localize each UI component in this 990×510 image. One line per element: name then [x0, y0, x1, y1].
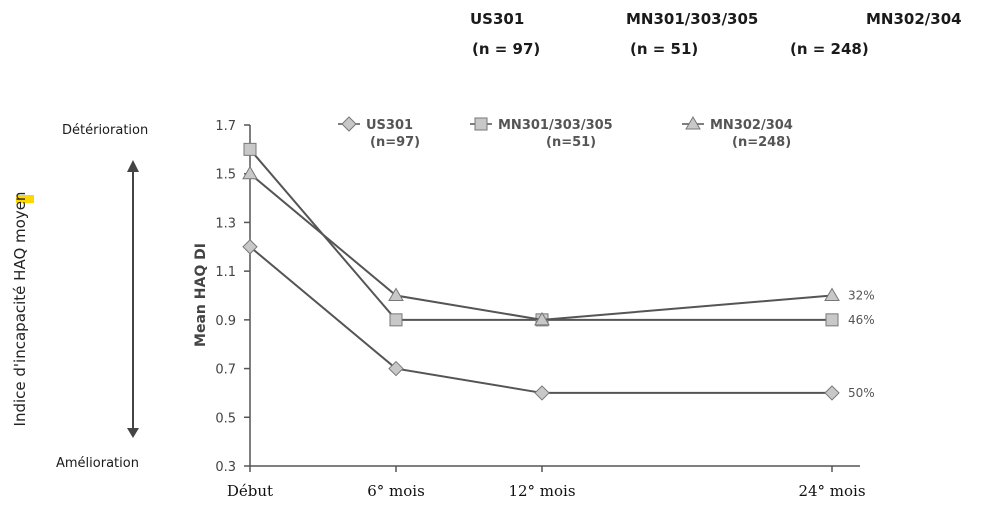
legend-series-n: (n=248): [732, 135, 791, 150]
y-tick-label: 0.5: [215, 411, 236, 426]
y-tick-label: 1.5: [215, 168, 236, 183]
y-tick-label: 0.9: [215, 314, 236, 329]
header-group-3-n: (n = 248): [790, 40, 869, 58]
data-point-square: [825, 313, 839, 327]
x-tick-label: 6° mois: [367, 482, 425, 500]
data-point-triangle: [534, 311, 550, 326]
legend-marker-diamond: [341, 116, 357, 132]
x-tick-label: 12° mois: [508, 482, 575, 500]
improvement-label: Amélioration: [56, 456, 139, 471]
end-percent-label: 32%: [848, 289, 875, 303]
header-group-1-n: (n = 97): [472, 40, 541, 58]
data-point-diamond: [534, 385, 550, 401]
data-point-square: [389, 313, 403, 327]
x-tick-label: Début: [227, 482, 273, 500]
data-point-diamond: [242, 239, 258, 255]
header-group-3-name: MN302/304: [866, 10, 962, 28]
data-point-diamond: [388, 360, 404, 377]
header-group-2-n: (n = 51): [630, 40, 699, 58]
series-line-triangle: [249, 172, 833, 321]
end-percent-label: 46%: [848, 313, 875, 327]
series-line-diamond: [249, 246, 832, 394]
header-group-1-name: US301: [470, 10, 525, 28]
header-group-2-name: MN301/303/305: [626, 10, 759, 28]
y-tick-label: 1.1: [215, 265, 236, 280]
end-percent-label: 50%: [848, 386, 875, 400]
y-tick-label: 1.3: [215, 216, 236, 231]
data-point-triangle: [824, 287, 840, 301]
data-point-diamond: [824, 385, 840, 401]
y-tick-label: 0.7: [215, 363, 236, 378]
x-tick-label: 24° mois: [798, 482, 865, 500]
arrow-down-icon: [127, 428, 139, 438]
data-point-triangle: [242, 165, 258, 180]
highlight-mark: [16, 195, 34, 203]
y-tick-label: 0.3: [215, 460, 236, 475]
data-point-triangle: [388, 287, 404, 301]
legend-marker-triangle: [685, 116, 701, 130]
legend-series-n: (n=51): [546, 135, 596, 150]
data-point-square: [243, 142, 257, 156]
arrow-up-icon: [127, 160, 139, 172]
legend-series-name: US301: [366, 118, 413, 133]
legend-series-name: MN302/304: [710, 118, 793, 133]
deterioration-label: Détérioration: [62, 123, 149, 138]
legend-series-name: MN301/303/305: [498, 118, 613, 133]
y-axis-label: Mean HAQ DI: [193, 243, 209, 347]
y-tick-label: 1.7: [215, 119, 236, 134]
legend-series-n: (n=97): [370, 135, 420, 150]
series-line-square: [249, 148, 832, 321]
legend-marker-square: [474, 117, 488, 131]
